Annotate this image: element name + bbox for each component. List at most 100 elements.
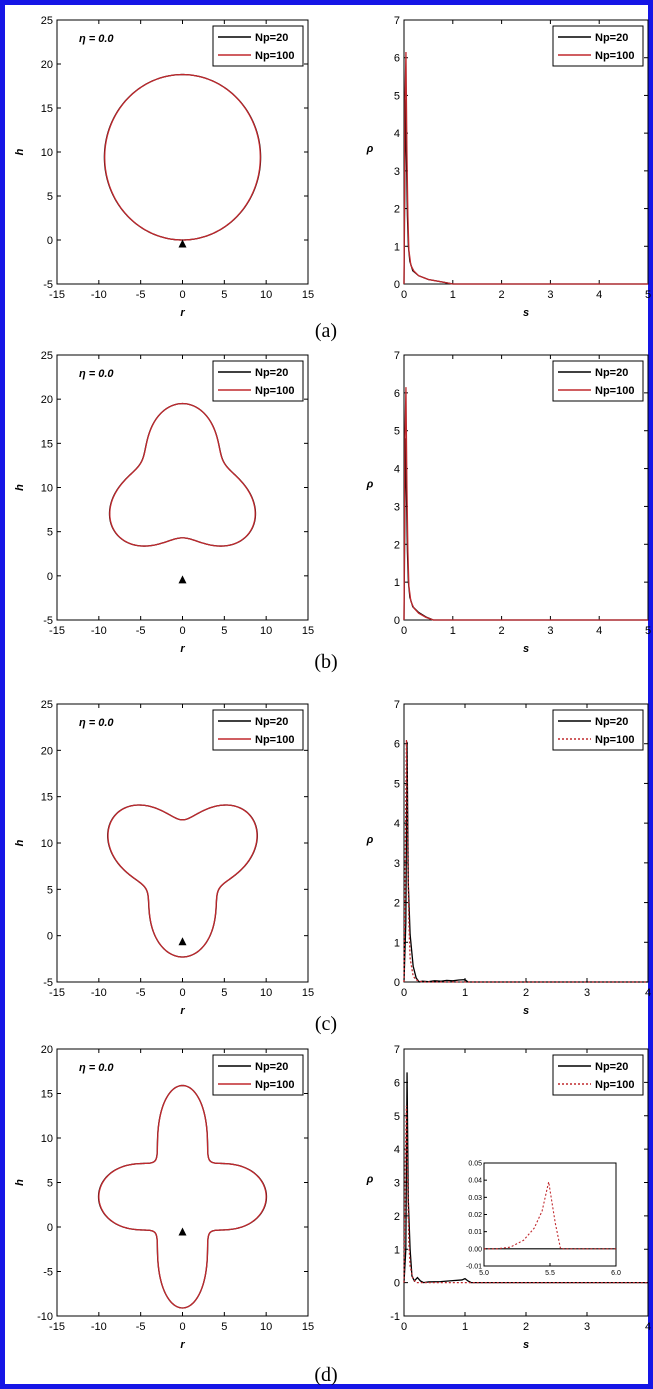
legend-label: Np=100: [255, 734, 294, 746]
x-axis-label: s: [523, 1339, 529, 1351]
y-axis-label: h: [14, 484, 26, 491]
legend-label: Np=100: [595, 50, 634, 62]
y-tick-label: 1: [394, 577, 400, 589]
eta-label: η = 0.0: [79, 368, 114, 380]
series-np20-line: [403, 438, 648, 621]
x-tick-label: 5: [221, 289, 227, 301]
y-tick-label: 7: [394, 350, 400, 362]
y-tick-label: 4: [394, 1144, 400, 1156]
y-tick-label: 3: [394, 166, 400, 178]
y-tick-label: 25: [41, 699, 53, 711]
x-tick-label: 3: [584, 1321, 590, 1333]
y-tick-label: 4: [394, 464, 400, 476]
x-axis-label: r: [180, 1339, 185, 1351]
x-tick-label: 10: [260, 625, 272, 637]
y-tick-label: -1: [390, 1311, 400, 1323]
y-tick-label: 6: [394, 388, 400, 400]
panel-label: (a): [315, 320, 337, 342]
x-tick-label: 4: [645, 1321, 651, 1333]
x-tick-label: -5: [136, 987, 146, 999]
x-tick-label: -5: [136, 1321, 146, 1333]
y-tick-label: 15: [41, 438, 53, 450]
x-tick-label: -10: [91, 987, 107, 999]
y-tick-label: 4: [394, 128, 400, 140]
y-tick-label: 5: [47, 191, 53, 203]
x-tick-label: 2: [499, 625, 505, 637]
x-tick-label: 0: [401, 987, 407, 999]
x-tick-label: 1: [462, 987, 468, 999]
y-tick-label: -10: [37, 1311, 53, 1323]
series-np20-contour: [108, 402, 257, 547]
inset-y-tick-label: 0.05: [468, 1161, 482, 1168]
y-tick-label: 20: [41, 394, 53, 406]
y-tick-label: 15: [41, 792, 53, 804]
x-tick-label: 1: [462, 1321, 468, 1333]
x-tick-label: -15: [49, 289, 65, 301]
legend-box: [212, 1054, 304, 1096]
inset-y-tick-label: 0.01: [468, 1229, 482, 1236]
x-tick-label: 15: [302, 289, 314, 301]
inset-y-tick-label: 0.00: [468, 1246, 482, 1253]
y-tick-label: 15: [41, 1089, 53, 1101]
x-axis-label: s: [523, 1005, 529, 1017]
x-tick-label: -5: [136, 625, 146, 637]
x-tick-label: -15: [49, 625, 65, 637]
x-tick-label: -15: [49, 1321, 65, 1333]
inset-y-tick-label: 0.03: [468, 1195, 482, 1202]
legend-label: Np=20: [255, 367, 288, 379]
x-axis-label: s: [523, 307, 529, 319]
x-axis-label: r: [180, 643, 185, 655]
legend-label: Np=20: [255, 1061, 288, 1073]
x-tick-label: 1: [450, 289, 456, 301]
y-tick-label: 25: [41, 15, 53, 27]
y-tick-label: 10: [41, 147, 53, 159]
y-tick-label: -5: [43, 977, 53, 989]
y-tick-label: 15: [41, 103, 53, 115]
x-tick-label: 4: [596, 289, 602, 301]
y-tick-label: 7: [394, 15, 400, 27]
y-tick-label: -5: [43, 615, 53, 627]
legend-box: [552, 709, 644, 751]
eta-label: η = 0.0: [79, 717, 114, 729]
y-tick-label: 0: [47, 931, 53, 943]
inset-series-np100: [484, 1181, 616, 1250]
x-tick-label: 10: [260, 1321, 272, 1333]
y-tick-label: 3: [394, 1178, 400, 1190]
legend-label: Np=100: [255, 50, 294, 62]
series-np20-line: [403, 741, 648, 983]
y-tick-label: 0: [47, 1222, 53, 1234]
x-tick-label: -10: [91, 289, 107, 301]
y-tick-label: 1: [394, 241, 400, 253]
x-axis-label: r: [180, 1005, 185, 1017]
y-axis-label: h: [14, 148, 26, 155]
x-tick-label: 4: [645, 987, 651, 999]
y-tick-label: 6: [394, 1077, 400, 1089]
y-tick-label: 10: [41, 1133, 53, 1145]
x-tick-label: 5: [221, 625, 227, 637]
series-np100-line: [403, 52, 648, 285]
series-np20-contour: [97, 1084, 268, 1309]
legend-box: [212, 360, 304, 402]
legend-box: [552, 360, 644, 402]
series-np100-line: [403, 1105, 648, 1284]
x-tick-label: 15: [302, 1321, 314, 1333]
y-axis-label: ρ: [366, 143, 374, 155]
y-tick-label: 2: [394, 1211, 400, 1223]
y-tick-label: 3: [394, 501, 400, 513]
legend-label: Np=100: [255, 385, 294, 397]
series-np100-contour: [104, 73, 261, 241]
x-tick-label: 5: [645, 289, 651, 301]
x-tick-label: -15: [49, 987, 65, 999]
panel-label: (d): [314, 1364, 337, 1386]
pole-marker: [178, 937, 187, 946]
y-tick-label: 7: [394, 699, 400, 711]
y-tick-label: 10: [41, 838, 53, 850]
y-axis-label: h: [14, 1179, 26, 1186]
x-tick-label: 0: [179, 625, 185, 637]
y-tick-label: 5: [394, 90, 400, 102]
legend-label: Np=100: [255, 1079, 294, 1091]
series-np20-contour: [103, 73, 262, 241]
x-tick-label: 0: [401, 625, 407, 637]
y-tick-label: 6: [394, 53, 400, 65]
